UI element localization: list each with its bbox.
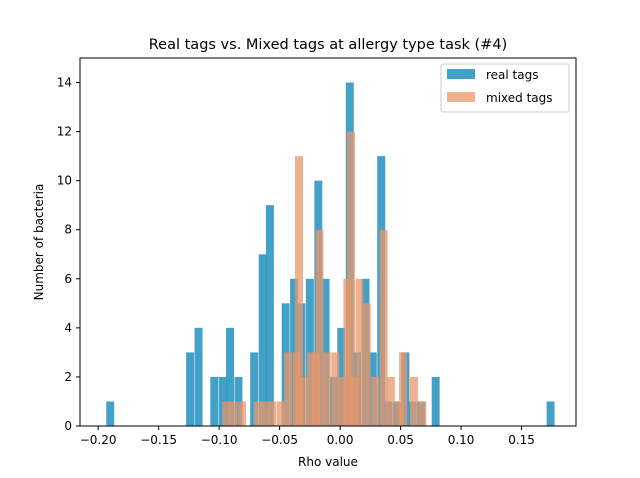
legend: real tags mixed tags	[440, 63, 570, 113]
y-tick-label: 12	[57, 125, 72, 139]
real-tags-bar	[265, 205, 274, 426]
mixed-tags-bar	[379, 229, 388, 426]
mixed-tags-bar	[253, 401, 262, 426]
y-tick-label: 14	[57, 76, 72, 90]
x-tick-label: 0.10	[448, 433, 475, 447]
real-tags-bar	[546, 401, 555, 426]
real-tags-bar	[258, 254, 267, 426]
real-tags-bar	[226, 327, 234, 426]
real-tags-bar	[186, 352, 195, 426]
real-tags-bar	[194, 327, 203, 426]
x-tick-label: −0.15	[140, 433, 177, 447]
mixed-tags-bar	[338, 376, 347, 426]
mixed-tags-bar	[276, 401, 285, 426]
y-tick-label: 8	[64, 223, 72, 237]
y-tick-label: 10	[57, 174, 72, 188]
x-tick-label: 0.05	[387, 433, 414, 447]
mixed-tags-bar	[331, 352, 340, 426]
mixed-tags-bar	[229, 401, 238, 426]
real-tags-bar	[250, 352, 259, 426]
mixed-tags-bar	[322, 352, 331, 426]
mixed-tags-bar	[294, 156, 303, 426]
x-tick-label: 0.00	[327, 433, 354, 447]
x-tick-label: −0.20	[80, 433, 117, 447]
mixed-tags-bar	[238, 401, 247, 426]
mixed-tags-bar	[409, 376, 418, 426]
real-tags-bar	[234, 376, 243, 426]
mixed-tags-bar	[355, 278, 364, 426]
legend-label-real-tags: real tags	[486, 68, 538, 82]
y-tick-label: 2	[64, 370, 72, 384]
mixed-tags-bar	[307, 352, 316, 426]
y-tick-label: 0	[64, 419, 72, 433]
mixed-tags-bar	[362, 303, 371, 426]
x-tick-label: −0.10	[201, 433, 238, 447]
mixed-tags-bar	[299, 376, 308, 426]
mixed-tags-bar	[268, 401, 277, 426]
mixed-tags-bars	[222, 131, 427, 426]
mixed-tags-bar	[315, 229, 324, 426]
y-axis-ticks: 0 2 4 6 8 10 12 14	[57, 76, 80, 433]
y-axis-label: Number of bacteria	[32, 184, 46, 301]
mixed-tags-bar	[222, 401, 231, 426]
mixed-tags-bar	[261, 401, 270, 426]
mixed-tags-bar	[418, 401, 427, 426]
y-tick-label: 6	[64, 272, 72, 286]
chart-title: Real tags vs. Mixed tags at allergy type…	[149, 37, 507, 53]
real-tags-bar	[218, 376, 227, 426]
mixed-tags-bar	[386, 376, 395, 426]
x-tick-label: −0.05	[261, 433, 298, 447]
x-axis-ticks: −0.20 −0.15 −0.10 −0.05 0.00 0.05 0.10 0.15	[80, 426, 535, 447]
legend-swatch-mixed-tags	[447, 92, 475, 102]
real-tags-bar	[210, 376, 219, 426]
mixed-tags-bar	[350, 376, 359, 426]
mixed-tags-bar	[347, 131, 355, 426]
plot-frame	[79, 57, 577, 427]
legend-swatch-real-tags	[447, 69, 475, 79]
x-tick-label: 0.15	[508, 433, 535, 447]
y-tick-label: 4	[64, 321, 72, 335]
legend-label-mixed-tags: mixed tags	[486, 91, 553, 105]
mixed-tags-bar	[284, 352, 293, 426]
mixed-tags-bar	[371, 376, 380, 426]
x-axis-label: Rho value	[298, 455, 358, 469]
real-tags-bar	[431, 376, 440, 426]
real-tags-bar	[106, 401, 115, 426]
mixed-tags-bar	[399, 352, 407, 426]
